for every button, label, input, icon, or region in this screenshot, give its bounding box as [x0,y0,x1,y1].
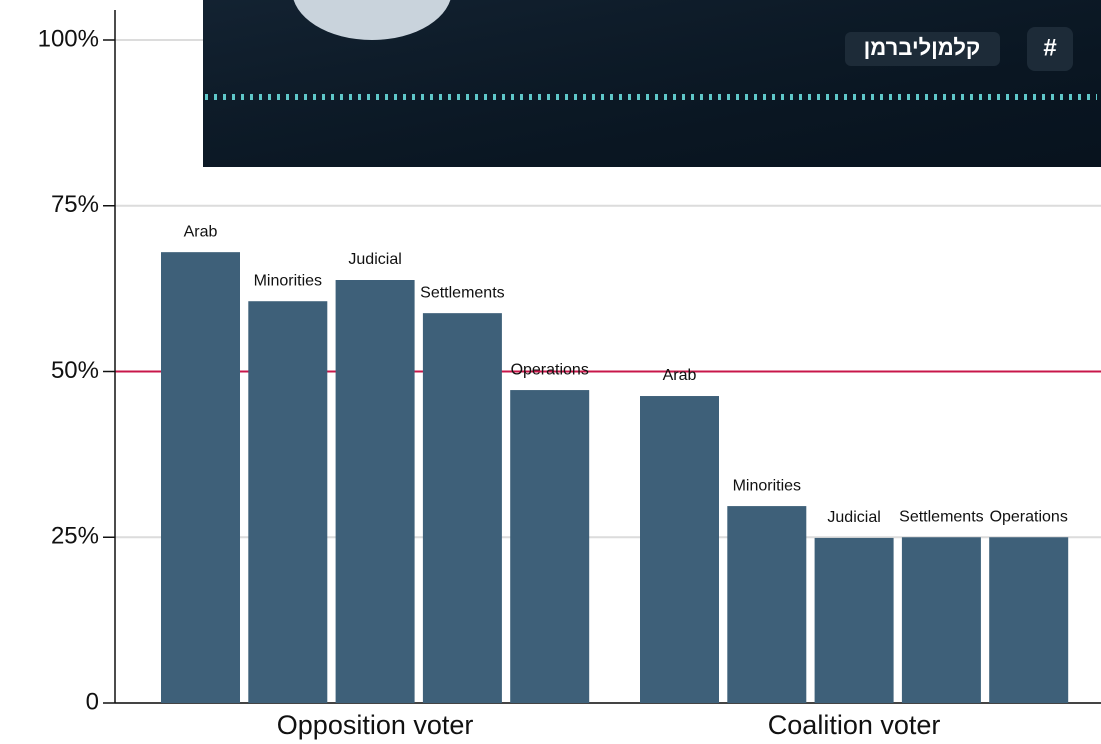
bar-label: Arab [184,223,218,240]
bar [161,252,240,703]
bar-label: Operations [990,508,1068,525]
overlay-waveform [205,94,1097,102]
bar [422,313,502,703]
overlay-portrait [293,0,451,40]
tag: קלמןליברמן [864,35,981,60]
hashtag: # [1043,34,1056,61]
y-tick-label: 50% [51,357,99,384]
bar-label: Arab [663,367,697,384]
bar-label: Minorities [254,272,322,289]
bar [510,390,590,703]
bar-label: Judicial [827,509,880,526]
bar [640,396,719,703]
video-overlay: # קלמןליברמן [203,0,1101,167]
y-tick-label: 75% [51,191,99,218]
y-tick-label: 25% [51,523,99,550]
bar [901,537,981,703]
bar-label: Settlements [899,508,983,525]
bar [335,280,415,703]
tag-box [845,32,1000,66]
x-tick-label: Opposition voter [277,710,474,740]
bar-label: Settlements [420,284,504,301]
bar [814,537,894,703]
x-tick-label: Coalition voter [768,710,941,740]
bar-label: Operations [511,361,589,378]
y-tick-label: 0 [86,688,99,715]
bar-label: Minorities [733,477,801,494]
bar [248,301,328,703]
plot-area: 0 25% 50% 75% 100% Arab Minorities Judicial Sett… [38,10,1101,740]
y-tick-label: 100% [38,25,99,52]
bar [727,506,807,703]
hashtag-box [1027,27,1073,71]
bar [989,537,1069,703]
bar-label: Judicial [348,251,401,268]
